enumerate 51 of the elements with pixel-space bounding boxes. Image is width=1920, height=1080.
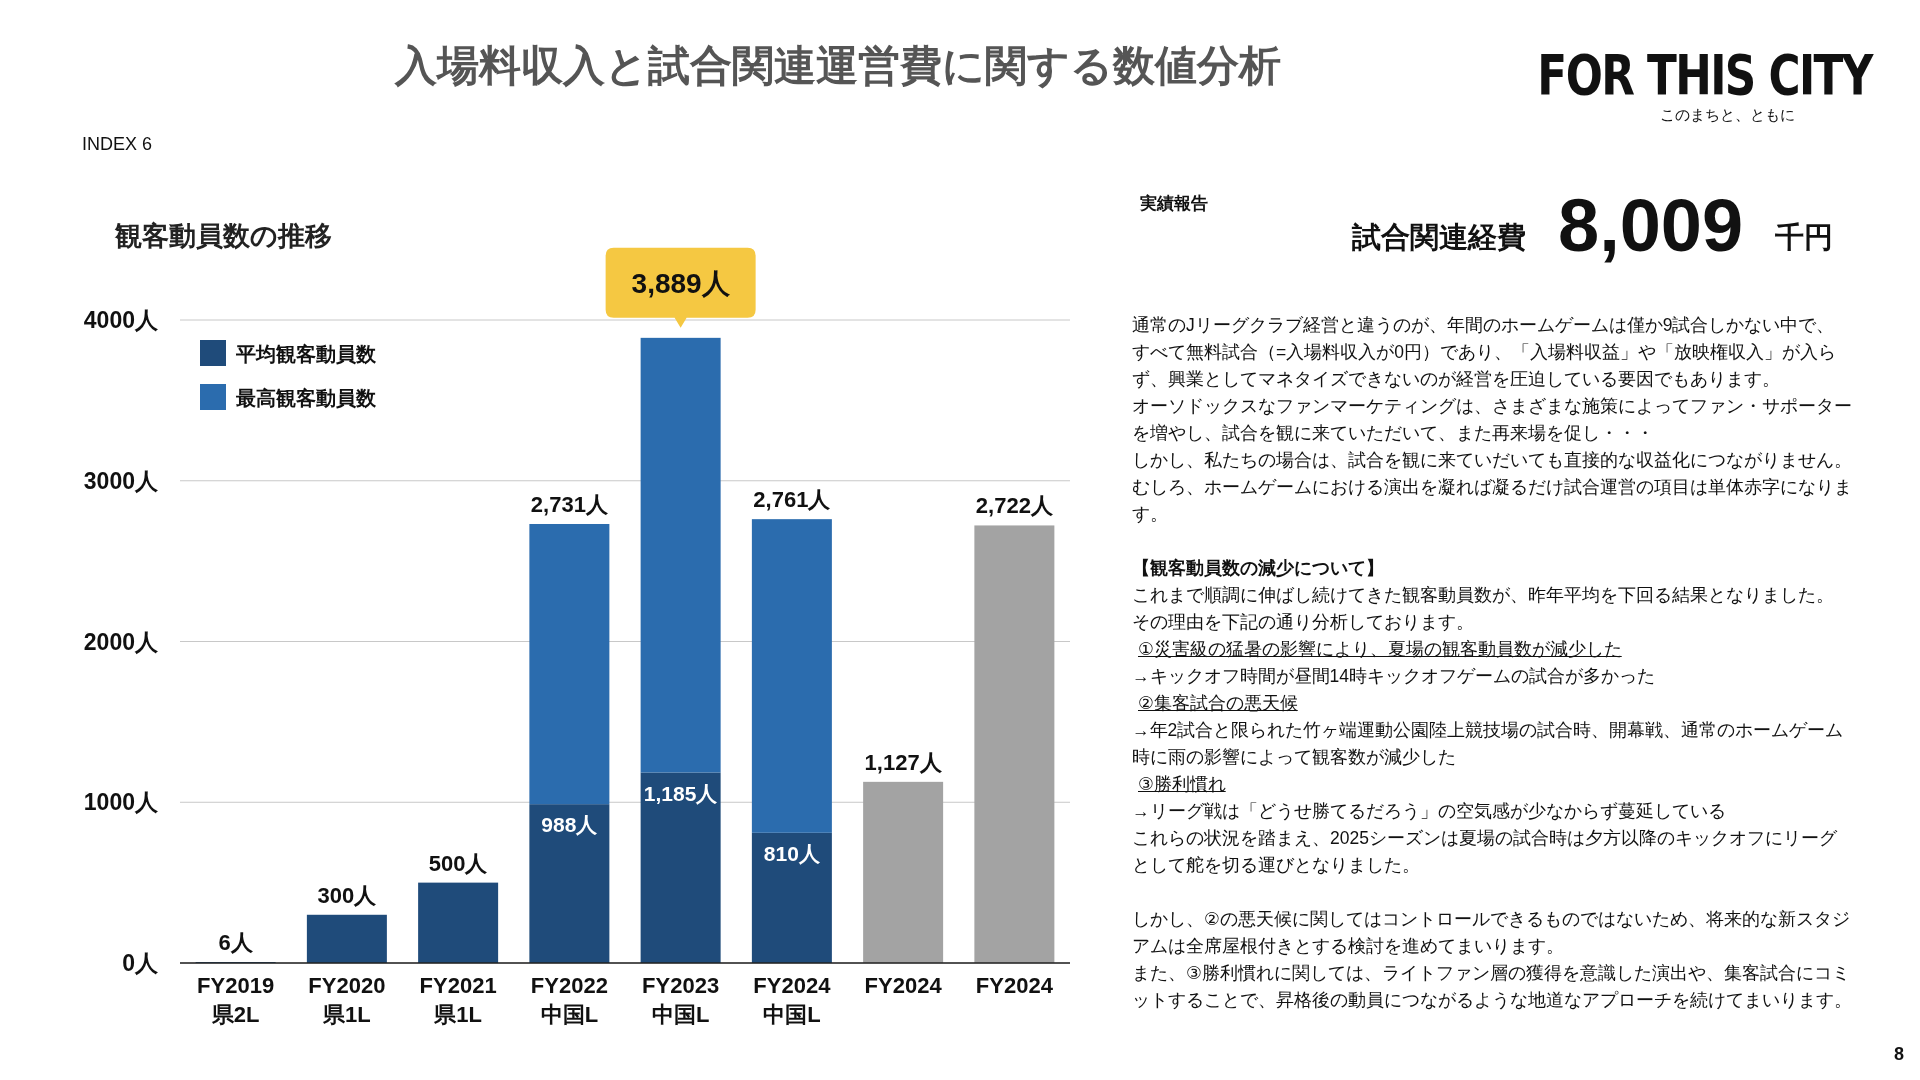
legend-label: 平均観客動員数 bbox=[235, 343, 377, 365]
x-tick-label: FY2021 県1L bbox=[419, 973, 497, 1027]
text: ①災害級の猛暑の影響により、夏場の観客動員数が減少した bbox=[1137, 638, 1623, 661]
legend-label: 最高観客動員数 bbox=[235, 387, 377, 409]
text: 8 bbox=[1893, 1044, 1904, 1065]
data-label: 988人 bbox=[541, 813, 599, 837]
total-label: 3,889人 bbox=[631, 267, 731, 299]
data-label: 1,127人 bbox=[864, 749, 943, 775]
text: →年2試合と限られた竹ヶ端運動公園陸上競技場の試合時、開幕戦、通常のホームゲーム時に雨の影響によって観客数が減少した bbox=[1132, 719, 1845, 769]
text: また、③勝利慣れに関しては、ライトファン層の獲得を意識した演出や、集客試合にコミットすることで、昇格後の動員につながるような地道なアプローチを続けてまいります。 bbox=[1132, 962, 1852, 1012]
text: しかし、私たちの場合は、試合を観に来ていだいても直接的な収益化につながりません。むしろ、ホームゲームにおける演出を凝れば凝るだけ試合運営の項目は単体赤字になります。 bbox=[1132, 449, 1852, 526]
text: 8,009 bbox=[1558, 183, 1744, 268]
x-tick-label: FY2024 bbox=[864, 973, 943, 998]
text: これらの状況を踏まえ、2025シーズンは夏場の試合時は夕方以降のキックオフにリーグとして舵を切る運びとなりました。 bbox=[1132, 827, 1838, 877]
data-label: 6人 bbox=[218, 930, 254, 956]
data-label: 810人 bbox=[763, 841, 821, 865]
text: その理由を下記の通り分析しております。 bbox=[1132, 611, 1475, 634]
data-label: 1,185人 bbox=[643, 781, 719, 805]
total-label: 2,731人 bbox=[530, 491, 609, 517]
y-tick-label: 2000人 bbox=[83, 628, 159, 655]
text: 【観客動員数の減少について】 bbox=[1132, 557, 1385, 580]
x-tick-label: FY2024 中国L bbox=[753, 973, 832, 1027]
x-tick-label: FY2022 中国L bbox=[530, 973, 608, 1027]
x-tick-label: FY2020 県1L bbox=[308, 973, 386, 1027]
data-label: 300人 bbox=[317, 882, 378, 908]
x-tick-label: FY2019 県2L bbox=[197, 973, 275, 1027]
data-label: 500人 bbox=[428, 850, 489, 876]
y-tick-label: 0人 bbox=[122, 950, 159, 976]
text: しかし、②の悪天候に関してはコントロールできるものではないため、将来的な新スタジアムは全席屋根付きとする検討を進めてまいります。 bbox=[1132, 908, 1851, 958]
x-tick-label: FY2024 bbox=[975, 973, 1054, 998]
y-tick-label: 3000人 bbox=[83, 467, 159, 494]
y-tick-label: 1000人 bbox=[83, 789, 159, 816]
text: 実績報告 bbox=[1140, 193, 1208, 215]
text: ②集客試合の悪天候 bbox=[1137, 692, 1299, 715]
x-tick-label: FY2023 中国L bbox=[642, 973, 720, 1027]
text: オーソドックスなファンマーケティングは、さまざまな施策によってファン・サポーターを増やし、試合を観に来ていただいて、また再来場を促し・・・ bbox=[1132, 395, 1852, 445]
chart-title: 観客動員数の推移 bbox=[114, 221, 332, 251]
text: ③勝利慣れ bbox=[1137, 773, 1227, 796]
text: INDEX 6 bbox=[82, 134, 153, 155]
text: 入場料収入と試合関連運営費に関する数値分析 bbox=[395, 41, 1281, 91]
text: 通常のJリーグクラブ経営と違うのが、年間のホームゲームは僅か9試合しかない中で、すべて無料試合（=入場料収入が0円）であり、「入場料収益」や「放映権収入」が入らず、興業としてマネタイズできないのが経営を圧迫している要因でもあります。 bbox=[1132, 314, 1837, 391]
total-label: 2,761人 bbox=[753, 487, 832, 513]
text: 千円 bbox=[1775, 220, 1833, 255]
text: 試合関連経費 bbox=[1352, 220, 1526, 255]
text: →キックオフ時間が昼間14時キックオフゲームの試合が多かった bbox=[1132, 665, 1656, 688]
text: これまで順調に伸ばし続けてきた観客動員数が、昨年平均を下回る結果となりました。 bbox=[1132, 584, 1835, 607]
text: FOR THIS CITY bbox=[1537, 42, 1872, 107]
text: このまちと、ともに bbox=[1660, 106, 1795, 125]
data-label: 2,722人 bbox=[975, 493, 1054, 519]
text: →リーグ戦は「どうせ勝てるだろう」の空気感が少なからず蔓延している bbox=[1132, 800, 1727, 823]
y-tick-label: 4000人 bbox=[83, 307, 159, 333]
